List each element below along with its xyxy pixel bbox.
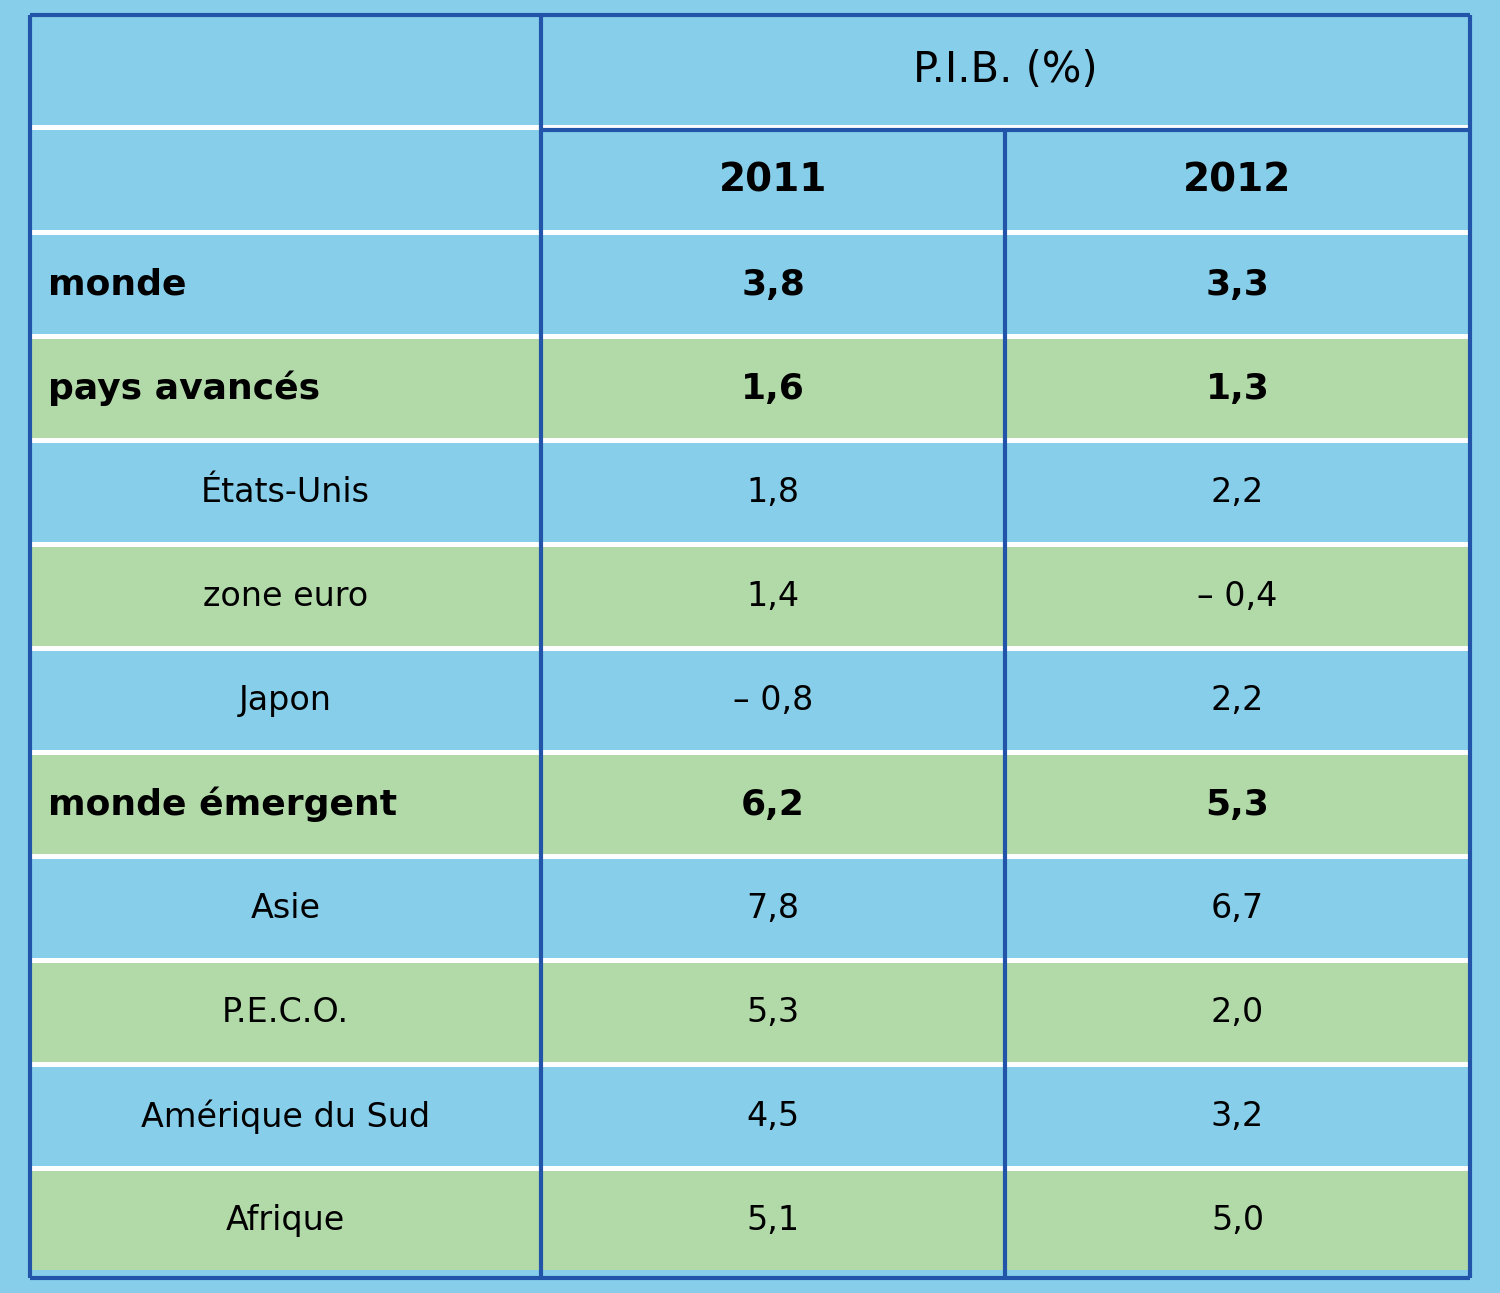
Text: 3,8: 3,8 [741,268,806,301]
Bar [1005,963,1470,1062]
Bar [542,131,1005,230]
Bar [542,963,1005,1062]
Bar [1005,650,1470,750]
Text: 2,0: 2,0 [1210,996,1264,1029]
Text: 3,3: 3,3 [1206,268,1269,301]
Bar [1005,1067,1470,1166]
Text: zone euro: zone euro [202,581,368,613]
Text: 2,2: 2,2 [1210,476,1264,509]
Bar [30,1067,542,1166]
Text: 1,4: 1,4 [747,581,800,613]
Bar [30,542,1470,547]
Bar [542,339,1005,438]
Text: – 0,4: – 0,4 [1197,581,1278,613]
Bar [30,131,542,230]
Bar [542,16,1470,125]
Bar [30,958,1470,963]
Bar [1005,1171,1470,1270]
Text: 5,3: 5,3 [1206,787,1269,821]
Bar [542,443,1005,542]
Bar [1005,339,1470,438]
Bar [30,963,542,1062]
Bar [30,334,1470,339]
Bar [30,755,542,853]
Bar [30,230,1470,235]
Text: 5,3: 5,3 [747,996,800,1029]
Bar [542,650,1005,750]
Bar [542,755,1005,853]
Text: 2012: 2012 [1184,162,1292,199]
Text: 6,7: 6,7 [1210,892,1264,924]
Bar [30,1166,1470,1171]
Text: 2,2: 2,2 [1210,684,1264,718]
Text: 1,8: 1,8 [747,476,800,509]
Text: P.I.B. (%): P.I.B. (%) [914,49,1098,91]
Text: 2011: 2011 [718,162,827,199]
Bar [1005,755,1470,853]
Bar [30,750,1470,755]
Bar [30,339,542,438]
Bar [30,235,542,334]
Bar [30,650,542,750]
Bar [542,235,1005,334]
Bar [30,125,1470,131]
Bar [30,646,1470,650]
Bar [542,1067,1005,1166]
Text: 3,2: 3,2 [1210,1100,1264,1133]
Text: 1,3: 1,3 [1206,371,1269,406]
Bar [30,1171,542,1270]
Bar [1005,131,1470,230]
Text: 1,6: 1,6 [741,371,806,406]
Text: 4,5: 4,5 [747,1100,800,1133]
Text: 6,2: 6,2 [741,787,806,821]
Bar [1005,859,1470,958]
Text: P.E.C.O.: P.E.C.O. [222,996,350,1029]
Bar [542,547,1005,646]
Bar [30,859,542,958]
Text: monde émergent: monde émergent [48,786,398,822]
Bar [30,16,542,125]
Bar [1005,235,1470,334]
Text: Japon: Japon [238,684,332,718]
Bar [542,859,1005,958]
Bar [30,1062,1470,1067]
Text: – 0,8: – 0,8 [734,684,813,718]
Bar [30,853,1470,859]
Bar [1005,443,1470,542]
Text: Afrique: Afrique [226,1204,345,1237]
Text: Amérique du Sud: Amérique du Sud [141,1099,430,1134]
Bar [1005,547,1470,646]
Bar [30,547,542,646]
Bar [30,438,1470,443]
Bar [542,1171,1005,1270]
Text: pays avancés: pays avancés [48,371,320,406]
Bar [30,443,542,542]
Text: monde: monde [48,268,186,301]
Text: 7,8: 7,8 [747,892,800,924]
Text: 5,1: 5,1 [747,1204,800,1237]
Text: 5,0: 5,0 [1210,1204,1264,1237]
Text: Asie: Asie [251,892,321,924]
Text: États-Unis: États-Unis [201,476,370,509]
